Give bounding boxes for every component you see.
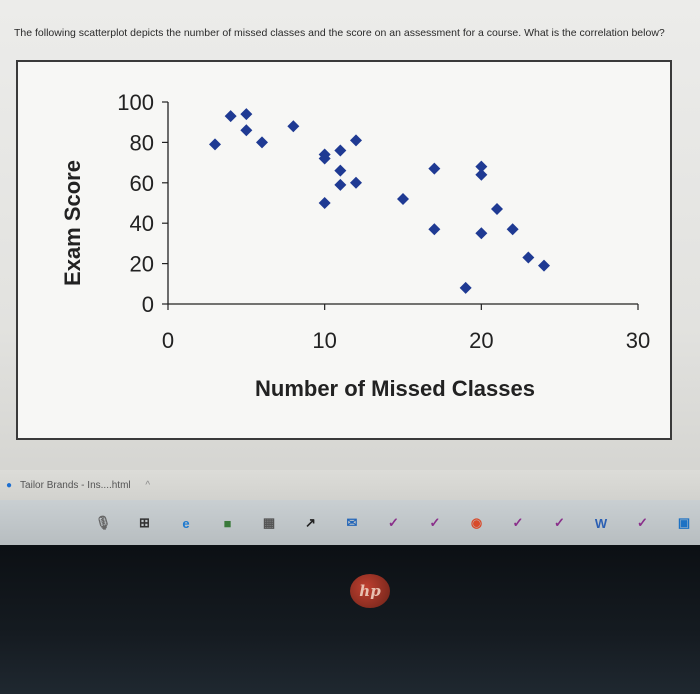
mic-icon[interactable]: 🎙	[94, 515, 112, 530]
app-icon-5[interactable]: ✓	[637, 515, 648, 530]
files-icon[interactable]: ■	[223, 515, 232, 531]
chevron-up-icon[interactable]: ^	[145, 480, 151, 491]
question-text: The following scatterplot depicts the nu…	[14, 27, 665, 39]
data-point	[491, 203, 503, 216]
data-point	[475, 227, 488, 240]
y-tick-label: 0	[142, 292, 154, 317]
file-icon: ●	[6, 480, 13, 491]
download-item[interactable]: ● Tailor Brands - Ins....html ^	[6, 480, 150, 491]
store-icon[interactable]: ▦	[262, 515, 276, 530]
word-icon[interactable]: W	[594, 515, 608, 531]
data-point	[318, 197, 331, 209]
scatter-chart: 0 20 40 60 80 100 0 10 20 30 Number of Missed Clas…	[16, 60, 672, 440]
data-point	[350, 176, 362, 189]
taskbar: 🎙 ⊞ e ■ ▦ ↗ ✉ ✓ ✓ ◉ ✓ ✓ W ✓ ▣	[0, 500, 700, 545]
data-point	[397, 192, 409, 205]
download-label: Tailor Brands - Ins....html	[20, 480, 131, 491]
hp-logo: hp	[350, 574, 390, 608]
screen: The following scatterplot depicts the nu…	[0, 0, 700, 545]
data-point	[428, 162, 441, 175]
app-icon-4[interactable]: ✓	[554, 515, 565, 530]
edge-icon[interactable]: e	[182, 515, 190, 531]
data-point	[538, 259, 550, 272]
data-point	[209, 138, 221, 151]
x-tick-label: 0	[162, 328, 174, 353]
y-tick-label: 40	[130, 211, 154, 236]
chrome-icon[interactable]: ◉	[470, 515, 483, 530]
data-point	[287, 120, 300, 133]
browser-download-bar: ● Tailor Brands - Ins....html ^	[0, 470, 700, 500]
x-tick-label: 20	[469, 328, 493, 353]
data-point	[334, 178, 347, 191]
data-point	[522, 251, 535, 264]
data-point	[224, 110, 237, 123]
x-tick-label: 10	[312, 328, 336, 353]
laptop-bezel	[0, 545, 700, 694]
x-tick-label: 30	[626, 328, 650, 353]
taskview-icon[interactable]: ⊞	[139, 515, 150, 530]
data-point	[240, 108, 253, 121]
chart-canvas: 0 20 40 60 80 100 0 10 20 30 Number of Missed Clas…	[60, 90, 650, 401]
data-point	[428, 223, 441, 236]
app-icon-1[interactable]: ✓	[388, 515, 399, 530]
app-icon-2[interactable]: ✓	[429, 515, 441, 530]
photos-icon[interactable]: ▣	[677, 515, 691, 530]
y-tick-label: 20	[130, 252, 154, 277]
data-point	[256, 136, 268, 149]
y-tick-label: 100	[117, 90, 154, 115]
data-point	[240, 124, 253, 137]
data-point	[350, 134, 362, 147]
y-tick-label: 60	[130, 171, 154, 196]
mail-icon[interactable]: ✉	[346, 515, 358, 530]
arrow-icon[interactable]: ↗	[305, 515, 316, 530]
data-point	[475, 160, 488, 173]
y-axis-label: Exam Score	[60, 160, 85, 286]
data-point	[318, 152, 331, 165]
x-axis-label: Number of Missed Classes	[255, 376, 535, 401]
data-point	[334, 144, 347, 157]
app-icon-3[interactable]: ✓	[512, 515, 524, 530]
data-point	[334, 164, 347, 177]
y-tick-label: 80	[130, 130, 154, 155]
data-point	[475, 168, 488, 181]
data-point	[459, 281, 472, 294]
data-point	[506, 223, 519, 236]
